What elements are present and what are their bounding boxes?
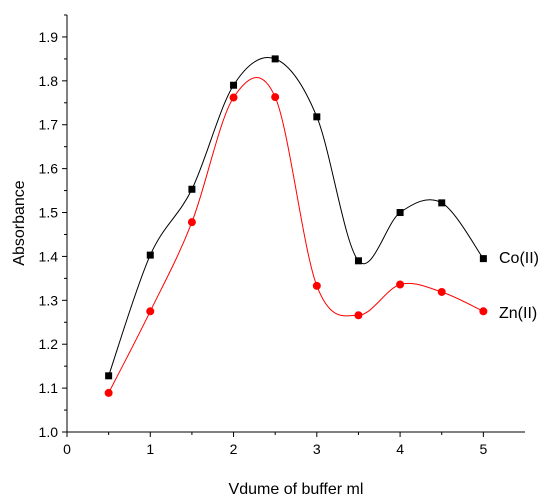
ticks: 0 1 2 3 4 5 1.0 1.1 1.2 1.3 1.4 1.5 1.6 1.7 1.8 1.9 [39, 14, 487, 457]
series-line-0 [108, 57, 484, 376]
data-point-0-6 [354, 257, 362, 265]
data-point-0-5 [313, 113, 321, 121]
x-tick-label-3: 3 [313, 441, 321, 457]
y-tick-label-1: 1.1 [39, 380, 59, 396]
data-point-0-0 [105, 372, 113, 380]
series-line-1 [108, 76, 484, 394]
series-markers [104, 55, 488, 397]
y-tick-label-6: 1.6 [39, 161, 59, 177]
data-point-1-5 [312, 281, 321, 290]
data-point-0-9 [479, 255, 487, 263]
data-point-1-6 [354, 311, 363, 320]
data-point-0-1 [146, 251, 154, 259]
y-tick-label-0: 1.0 [39, 424, 59, 440]
data-point-1-2 [187, 218, 196, 227]
y-tick-label-5: 1.5 [39, 205, 59, 221]
y-tick-label-7: 1.7 [39, 117, 59, 133]
x-tick-label-5: 5 [479, 441, 487, 457]
y-tick-label-4: 1.4 [39, 248, 59, 264]
data-point-0-8 [438, 199, 446, 207]
y-tick-label-3: 1.3 [39, 292, 59, 308]
series-label-zn: Zn(II) [499, 305, 537, 322]
axes [66, 15, 525, 433]
y-axis-title: Absorbance [11, 180, 28, 265]
data-point-1-0 [104, 388, 113, 397]
x-tick-label-0: 0 [63, 441, 71, 457]
data-point-1-8 [437, 287, 446, 296]
x-tick-label-2: 2 [230, 441, 238, 457]
data-point-0-7 [396, 209, 404, 217]
data-point-1-4 [271, 93, 280, 102]
y-tick-label-8: 1.8 [39, 73, 59, 89]
data-point-1-7 [396, 280, 405, 289]
data-point-1-3 [229, 93, 238, 102]
y-tick-label-2: 1.2 [39, 336, 59, 352]
series-curves [108, 57, 484, 394]
data-point-0-2 [188, 185, 196, 193]
data-point-0-3 [230, 81, 238, 89]
y-tick-label-9: 1.9 [39, 29, 59, 45]
data-point-0-4 [271, 55, 279, 63]
x-tick-label-1: 1 [146, 441, 154, 457]
series-label-co: Co(II) [499, 250, 539, 267]
x-axis-title: Vdume of buffer ml [229, 481, 364, 498]
x-tick-label-4: 4 [396, 441, 404, 457]
data-point-1-1 [146, 307, 155, 316]
data-point-1-9 [479, 307, 488, 316]
